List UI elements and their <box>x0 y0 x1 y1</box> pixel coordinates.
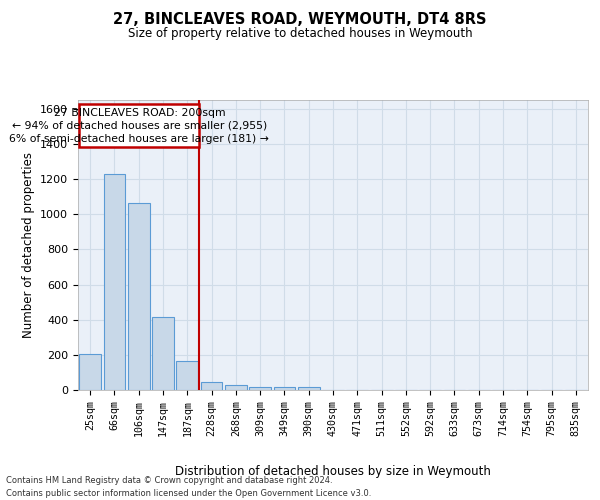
Bar <box>274 388 295 390</box>
Bar <box>176 362 198 390</box>
Text: Distribution of detached houses by size in Weymouth: Distribution of detached houses by size … <box>175 464 491 477</box>
Bar <box>298 387 320 390</box>
Text: ← 94% of detached houses are smaller (2,955): ← 94% of detached houses are smaller (2,… <box>11 121 267 131</box>
Text: 6% of semi-detached houses are larger (181) →: 6% of semi-detached houses are larger (1… <box>10 134 269 144</box>
Text: Contains HM Land Registry data © Crown copyright and database right 2024.
Contai: Contains HM Land Registry data © Crown c… <box>6 476 371 498</box>
Y-axis label: Number of detached properties: Number of detached properties <box>22 152 35 338</box>
Bar <box>152 318 174 390</box>
Bar <box>249 387 271 390</box>
Bar <box>200 382 223 390</box>
Bar <box>79 354 101 390</box>
Bar <box>128 203 149 390</box>
FancyBboxPatch shape <box>79 104 199 146</box>
Text: 27 BINCLEAVES ROAD: 200sqm: 27 BINCLEAVES ROAD: 200sqm <box>53 108 225 118</box>
Text: 27, BINCLEAVES ROAD, WEYMOUTH, DT4 8RS: 27, BINCLEAVES ROAD, WEYMOUTH, DT4 8RS <box>113 12 487 28</box>
Text: Size of property relative to detached houses in Weymouth: Size of property relative to detached ho… <box>128 28 472 40</box>
Bar <box>225 386 247 390</box>
Bar <box>104 174 125 390</box>
